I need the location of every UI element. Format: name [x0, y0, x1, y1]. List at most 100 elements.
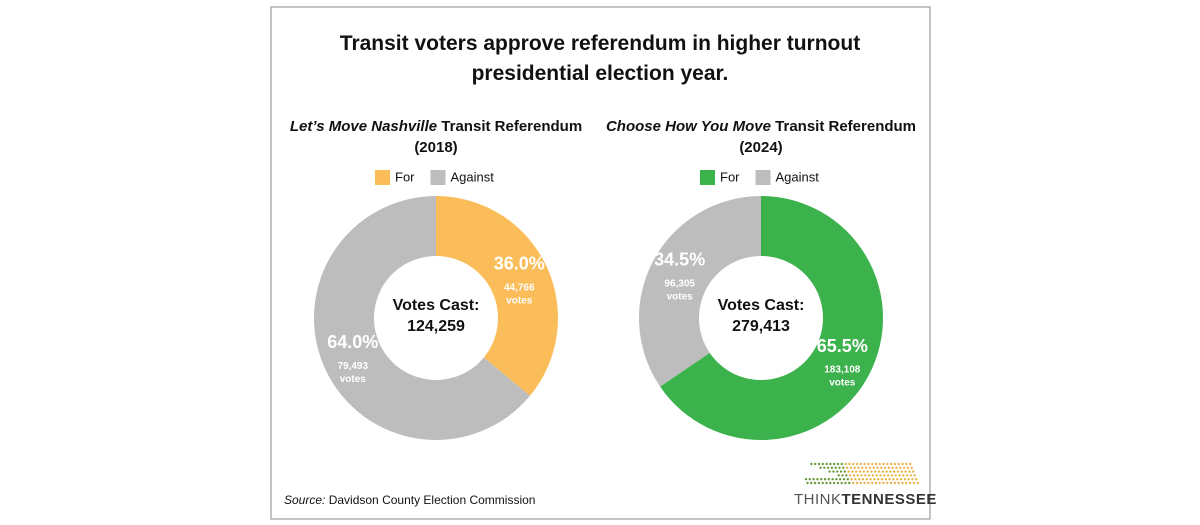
logo-dot [892, 478, 895, 481]
logo-dot [880, 478, 884, 481]
logo-dot [912, 481, 916, 485]
logo-dot [877, 478, 880, 481]
source: Source: Davidson County Election Commiss… [284, 493, 535, 507]
chart-year: (2018) [414, 139, 457, 156]
logo-dot [868, 466, 872, 469]
logo-dot [905, 462, 908, 466]
logo-dot [891, 466, 894, 469]
logo-dot [808, 478, 811, 481]
logo-dot [823, 466, 826, 469]
logo-dot [909, 462, 912, 466]
logo-dot [890, 474, 894, 477]
logo-dot [889, 481, 893, 485]
logo-dot [903, 478, 906, 481]
chart-subtitle: Choose How You Move Transit Referendum [606, 118, 916, 135]
logo-dot [911, 478, 914, 481]
logo-dot [872, 466, 875, 469]
logo-dot [901, 481, 904, 485]
logo-dot [835, 478, 838, 481]
logo-dot [834, 466, 837, 469]
logo-dot [874, 462, 878, 466]
legend-label: For [720, 169, 740, 184]
pie-slice [638, 196, 761, 387]
logo-dot [836, 470, 839, 473]
logo-dot [849, 466, 853, 469]
logo-dot [861, 466, 864, 469]
logo-dot [840, 462, 843, 466]
logo-dot [897, 462, 900, 466]
logo-dot [880, 466, 883, 469]
legend-swatch [755, 170, 771, 185]
logo-dot [866, 470, 869, 473]
logo-dot [871, 474, 875, 477]
pie-slice [660, 196, 883, 440]
logo-dot [827, 478, 830, 481]
logo-dot [839, 470, 843, 473]
logo-dot [839, 478, 842, 481]
votes-unit: votes [340, 374, 367, 385]
logo-dot [909, 474, 913, 477]
logo-dot [893, 462, 897, 466]
legend-swatch [375, 170, 390, 185]
logo-right: TENNESSEE [842, 491, 937, 508]
logo-dot [905, 474, 909, 477]
logo-dot [913, 474, 916, 477]
legend-swatch [430, 170, 446, 185]
logo-dot [899, 466, 902, 469]
logo-dot [842, 478, 846, 481]
logo-dot [906, 466, 910, 469]
logo-dot [881, 470, 884, 473]
logo-dot [825, 462, 828, 466]
legend-label: Against [776, 169, 820, 184]
logo-dot [905, 481, 908, 485]
logo-dot [823, 478, 827, 481]
logo-dot [858, 478, 861, 481]
votes-label: 79,493 [337, 361, 368, 372]
logo-dot [893, 470, 896, 473]
logo-dot [867, 474, 871, 477]
logo-dot [817, 481, 821, 485]
logo-dot [902, 474, 905, 477]
logo-dot [873, 478, 876, 481]
logo-dot [837, 474, 840, 477]
logo-dot [844, 462, 847, 466]
votes-label: 183,108 [824, 365, 861, 376]
logo-dot [859, 462, 862, 466]
logo-dot [883, 466, 887, 469]
logo-dot [846, 478, 849, 481]
logo-left: THINK [794, 491, 842, 508]
logo-dot [863, 481, 866, 485]
logo-dots [804, 462, 919, 485]
logo-dot [867, 462, 870, 466]
logo-dot [843, 470, 846, 473]
votes-label: 96,305 [664, 279, 695, 290]
logo-dot [821, 462, 824, 466]
center-total: 124,259 [407, 318, 465, 335]
logo-dot [850, 478, 853, 481]
logo-dot [848, 481, 851, 485]
votes-unit: votes [829, 378, 856, 389]
logo-dot [819, 466, 822, 469]
logo-dot [832, 470, 835, 473]
logo-dot [816, 478, 819, 481]
logo-dot [856, 474, 859, 477]
logo-dot [908, 470, 911, 473]
logo-dot [898, 474, 901, 477]
logo-dot [869, 478, 872, 481]
logo-dot [890, 462, 893, 466]
logo-dot [877, 470, 881, 473]
source-prefix: Source: [284, 493, 325, 507]
logo-dot [896, 478, 899, 481]
logo-dot [889, 470, 892, 473]
logo-dot [845, 466, 849, 469]
logo-dot [884, 478, 887, 481]
logo-dot [882, 481, 885, 485]
logo-dot [878, 462, 881, 466]
logo-dot [830, 466, 834, 469]
logo-dot [910, 466, 913, 469]
logo-dot [874, 481, 878, 485]
source-text: Davidson County Election Commission [329, 493, 536, 507]
logo-dot [883, 474, 886, 477]
subtitle-rest: Transit Referendum [441, 118, 582, 135]
logo-dot [899, 478, 903, 481]
